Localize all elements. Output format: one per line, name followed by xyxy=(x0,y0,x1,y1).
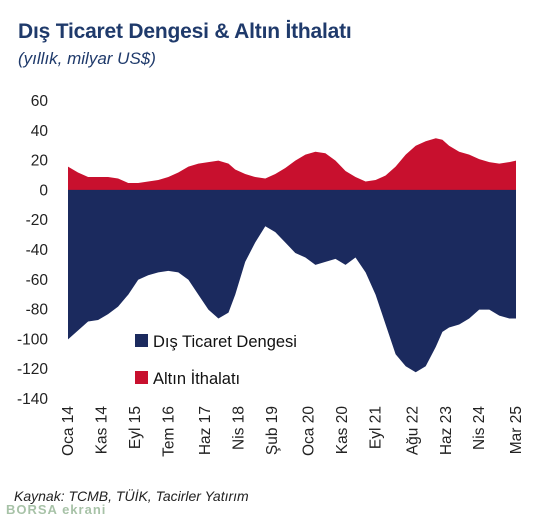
legend-swatch xyxy=(135,334,148,347)
x-tick-label: Haz 17 xyxy=(197,406,214,455)
chart-title: Dış Ticaret Dengesi & Altın İthalatı xyxy=(18,20,352,43)
x-tick-label: Ağu 22 xyxy=(404,406,421,455)
y-tick-label: -60 xyxy=(26,272,49,289)
y-tick-label: -20 xyxy=(26,212,49,229)
legend: Dış Ticaret Dengesi Altın İthalatı xyxy=(135,333,297,388)
trade-balance-area xyxy=(68,190,516,373)
watermark-logo: BORSA ekrani xyxy=(6,502,107,517)
y-tick-label: -120 xyxy=(17,361,48,378)
legend-swatch xyxy=(135,371,148,384)
x-tick-label: Haz 23 xyxy=(438,406,455,455)
x-tick-label: Mar 25 xyxy=(508,406,525,454)
chart-areas xyxy=(68,138,516,373)
x-axis: Oca 14 Kas 14 Eyl 15 Tem 16 Haz 17 Nis 18 Şub … xyxy=(60,406,525,457)
legend-label: Altın İthalatı xyxy=(153,369,240,388)
legend-label: Dış Ticaret Dengesi xyxy=(153,333,297,351)
y-tick-label: 0 xyxy=(39,182,48,199)
x-tick-label: Şub 19 xyxy=(264,406,281,455)
chart-subtitle: (yıllık, milyar US$) xyxy=(18,49,156,68)
x-tick-label: Tem 16 xyxy=(160,406,177,457)
x-tick-label: Nis 24 xyxy=(471,406,488,450)
y-tick-label: -80 xyxy=(26,302,49,319)
x-tick-label: Kas 20 xyxy=(334,406,351,455)
y-tick-label: 60 xyxy=(31,93,49,110)
source-note: Kaynak: TCMB, TÜİK, Tacirler Yatırım xyxy=(14,488,249,504)
x-tick-label: Nis 18 xyxy=(231,406,248,450)
x-tick-label: Oca 14 xyxy=(60,406,77,456)
x-tick-label: Oca 20 xyxy=(301,406,318,456)
y-tick-label: -140 xyxy=(17,391,48,408)
y-axis: 60 40 20 0 -20 -40 -60 -80 -100 -120 -140 xyxy=(17,93,48,408)
y-tick-label: -40 xyxy=(26,242,49,259)
y-tick-label: 20 xyxy=(31,153,49,170)
gold-imports-area xyxy=(68,138,516,191)
y-tick-label: 40 xyxy=(31,123,49,140)
x-tick-label: Kas 14 xyxy=(93,406,110,455)
x-tick-label: Eyl 21 xyxy=(368,406,385,449)
x-tick-label: Eyl 15 xyxy=(127,406,144,449)
y-tick-label: -100 xyxy=(17,331,48,348)
